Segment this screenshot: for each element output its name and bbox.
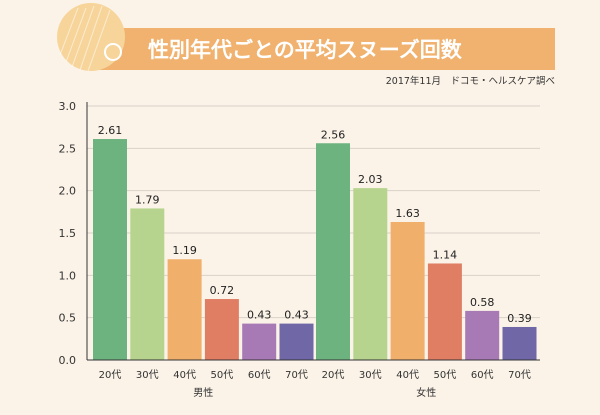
x-tick-label: 40代 — [396, 369, 419, 381]
x-tick-label: 60代 — [248, 369, 271, 381]
bar-30代 — [130, 208, 165, 360]
data-label: 2.03 — [358, 173, 383, 186]
bar-50代 — [204, 299, 239, 360]
x-tick-label: 50代 — [211, 369, 234, 381]
bar-70代 — [279, 323, 314, 360]
moon-badge-icon — [57, 3, 125, 72]
x-tick-label: 70代 — [508, 369, 531, 381]
bar-20代 — [316, 143, 350, 360]
y-tick-label: 1.0 — [59, 269, 77, 282]
x-tick-label: 20代 — [99, 369, 122, 381]
bar-70代 — [502, 326, 537, 360]
data-label: 0.58 — [470, 296, 495, 309]
x-tick-label: 20代 — [322, 369, 345, 381]
source-note: 2017年11月 ドコモ・ヘルスケア調べ — [386, 75, 555, 87]
y-tick-label: 3.0 — [59, 100, 77, 113]
data-label: 1.14 — [433, 248, 458, 261]
bar-40代 — [390, 221, 425, 360]
data-label: 0.43 — [284, 309, 309, 322]
data-label: 2.61 — [98, 124, 123, 137]
chart-title: 性別年代ごとの平均スヌーズ回数 — [148, 38, 463, 62]
data-label: 1.63 — [395, 207, 420, 220]
y-tick-label: 0.5 — [59, 312, 77, 325]
y-tick-label: 2.5 — [59, 142, 77, 155]
circle-icon — [104, 43, 122, 61]
data-label: 0.72 — [210, 284, 235, 297]
x-tick-label: 70代 — [285, 369, 308, 381]
data-label: 2.56 — [321, 128, 346, 141]
x-tick-label: 60代 — [471, 369, 494, 381]
x-tick-label: 30代 — [359, 369, 382, 381]
title-banner — [90, 28, 555, 70]
data-labels: 2.61 1.79 1.19 0.72 0.43 0.43 2.56 2.03 1.63 1.14… — [98, 124, 532, 325]
x-tick-label: 30代 — [136, 369, 159, 381]
x-tick-label: 50代 — [434, 369, 457, 381]
bar-30代 — [353, 188, 388, 360]
data-label: 1.79 — [135, 193, 160, 206]
axes: 0.0 0.5 1.0 1.5 2.0 2.5 3.0 20代 30代 40代 50代 60代 70代男… — [59, 100, 540, 399]
bars — [93, 139, 537, 360]
data-label: 1.19 — [172, 244, 197, 257]
bar-60代 — [242, 323, 277, 360]
bar-50代 — [427, 263, 462, 360]
data-label: 0.43 — [247, 309, 272, 322]
bar-20代 — [93, 139, 127, 360]
group-label: 男性 — [193, 386, 213, 399]
x-tick-label: 40代 — [173, 369, 196, 381]
y-tick-label: 2.0 — [59, 185, 77, 198]
y-tick-label: 0.0 — [59, 354, 77, 367]
group-label: 女性 — [416, 386, 436, 399]
bar-40代 — [167, 259, 202, 360]
data-label: 0.39 — [507, 312, 532, 325]
bar-60代 — [465, 310, 500, 360]
y-tick-label: 1.5 — [59, 227, 77, 240]
